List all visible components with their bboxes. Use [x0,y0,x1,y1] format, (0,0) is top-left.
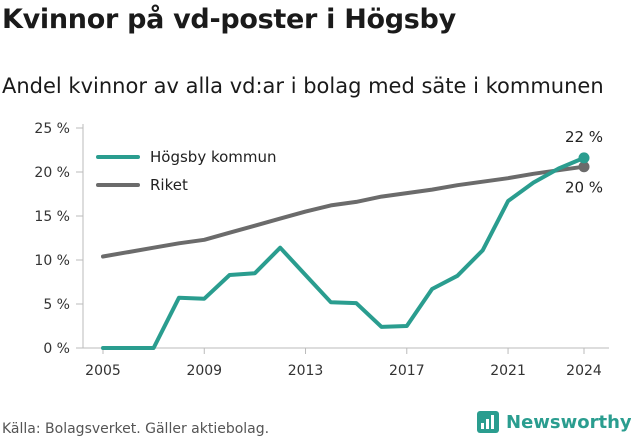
y-tick-label: 10 % [34,253,70,269]
series-line-0 [101,155,586,350]
series-end-point-1 [578,161,590,173]
series-end-point-0 [578,152,590,164]
line-chart: 0 % 5 % 10 % 15 % 20 % 25 % 2005 2009 2013 2017 20… [34,121,609,379]
x-tick-label: 2005 [85,363,121,379]
x-tick-label: 2013 [288,363,324,379]
x-tick-label: 2024 [566,363,602,379]
page-subtitle: Andel kvinnor av alla vd:ar i bolag med … [2,74,604,98]
legend-label-1: Riket [150,176,188,194]
x-tick-label: 2009 [186,363,222,379]
series-line-1 [101,164,586,259]
newsworthy-logo-icon [477,411,499,433]
x-tick-label: 2017 [389,363,425,379]
y-tick-label: 25 % [34,121,70,137]
y-tick-label: 5 % [43,297,70,313]
x-tick-label: 2021 [490,363,526,379]
brand-name: Newsworthy [506,411,631,433]
y-tick-label: 0 % [43,341,70,357]
series-end-label-1: 20 % [565,179,603,197]
y-tick-label: 20 % [34,165,70,181]
series-end-label-0: 22 % [565,128,603,146]
page-title: Kvinnor på vd-poster i Högsby [2,4,456,35]
brand[interactable]: Newsworthy [476,410,631,434]
y-tick-label: 15 % [34,209,70,225]
source-note: Källa: Bolagsverket. Gäller aktiebolag. [2,421,270,437]
legend-label-0: Högsby kommun [150,148,277,166]
